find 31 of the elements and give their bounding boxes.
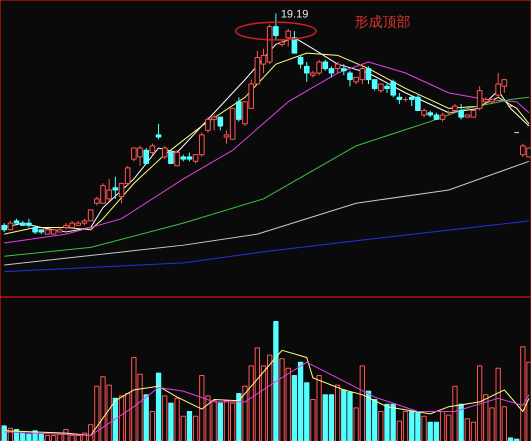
candlestick: [458, 103, 464, 120]
candlestick: [236, 96, 242, 122]
bar: [168, 402, 174, 441]
bar: [2, 425, 7, 441]
candlestick: [298, 54, 304, 70]
annotation: 19.19: [280, 8, 308, 20]
bar: [144, 394, 149, 441]
bar: [156, 372, 162, 441]
candlestick: [340, 64, 347, 76]
candlestick: [304, 61, 310, 82]
candlestick: [273, 12, 279, 40]
candlestick: [168, 150, 174, 164]
candlestick: [292, 30, 298, 54]
candlestick: [156, 123, 162, 140]
candlestick: [174, 150, 180, 166]
bar: [458, 404, 464, 441]
bar: [273, 321, 279, 441]
candlestick: [347, 70, 353, 87]
candlestick: [217, 116, 224, 131]
candlestick: [334, 61, 340, 74]
bar: [112, 398, 118, 441]
bar: [218, 402, 223, 441]
candlestick: [150, 143, 156, 156]
candlestick: [162, 145, 168, 160]
annotation: 形成顶部: [354, 13, 411, 30]
bar: [236, 393, 242, 441]
candlestick: [285, 28, 292, 48]
candlestick: [143, 148, 150, 164]
bar: [186, 411, 192, 441]
candlestick: [396, 92, 402, 104]
candlestick: [112, 176, 118, 200]
